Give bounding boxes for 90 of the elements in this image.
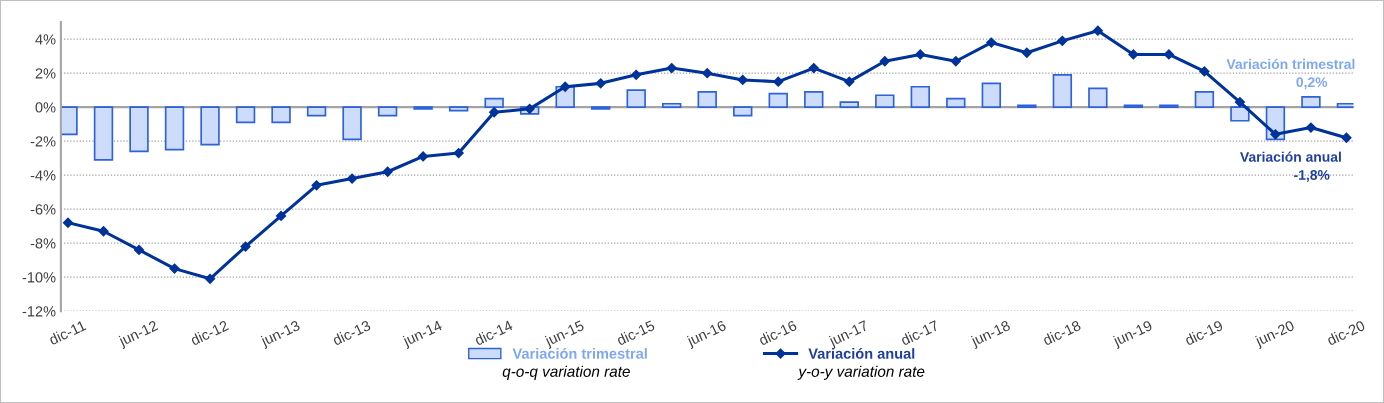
point	[950, 56, 961, 67]
bar	[910, 85, 931, 108]
bar	[839, 101, 859, 108]
bar	[484, 97, 504, 108]
x-tick-label: dic-20	[1326, 319, 1366, 346]
bar	[129, 106, 149, 153]
text: q-o-q variation rate	[502, 365, 630, 380]
bar	[981, 82, 1002, 108]
point	[275, 210, 287, 222]
bar	[1336, 102, 1354, 108]
point	[62, 217, 74, 228]
point	[808, 62, 819, 74]
point	[169, 263, 180, 274]
annotation: 0,2%	[1296, 77, 1328, 90]
point	[382, 166, 393, 177]
y-tick-label: 2%	[35, 68, 56, 79]
bar	[768, 92, 788, 108]
y-tick-label: -4%	[30, 170, 56, 181]
x-tick-label: dic-12	[189, 319, 230, 346]
point	[98, 226, 109, 237]
point	[1234, 96, 1246, 108]
point	[631, 69, 642, 80]
point	[915, 49, 926, 60]
bar	[1301, 96, 1321, 108]
annotation: -1,8%	[1294, 170, 1330, 182]
point	[418, 151, 429, 162]
y-tick-label: -2%	[30, 136, 56, 147]
y-tick-label: 0%	[35, 102, 56, 113]
bar	[1052, 74, 1073, 108]
point	[1021, 47, 1032, 58]
bar	[271, 106, 291, 124]
bar	[661, 102, 682, 108]
y-tick-label: -10%	[22, 272, 56, 283]
point	[560, 81, 571, 92]
point	[666, 62, 677, 74]
x-tick-label: dic-13	[331, 319, 372, 346]
x-tick-label: dic-11	[48, 319, 87, 346]
point	[595, 78, 606, 89]
bar	[946, 97, 966, 108]
annotation: Variación trimestral	[1226, 58, 1355, 70]
bar	[164, 106, 185, 151]
bar	[306, 106, 327, 117]
bar	[697, 91, 717, 108]
point	[1057, 35, 1068, 46]
point	[133, 244, 145, 256]
point	[524, 103, 535, 114]
bar	[93, 106, 114, 161]
point	[1128, 49, 1139, 60]
annotation: Variación anual	[1240, 151, 1341, 162]
point	[453, 147, 464, 159]
x-tick-label: dic-18	[1042, 319, 1082, 346]
bar	[1194, 91, 1215, 108]
bar	[1088, 87, 1108, 108]
point	[879, 56, 890, 67]
bar	[1230, 106, 1250, 122]
bar	[804, 91, 824, 108]
x-tick-label: dic-16	[757, 319, 798, 346]
bar	[200, 106, 220, 146]
bar	[626, 89, 646, 108]
legend-label: Variación anual	[808, 347, 915, 359]
point	[311, 180, 322, 191]
point	[986, 37, 997, 48]
x-tick-label: dic-19	[1184, 319, 1224, 346]
point	[489, 107, 500, 118]
bar	[377, 106, 398, 117]
point	[204, 273, 216, 284]
y-tick-label: -8%	[30, 238, 56, 249]
bar	[235, 106, 256, 124]
bar	[342, 106, 362, 141]
legend-label: Variación trimestral	[512, 347, 647, 359]
point	[1341, 132, 1352, 143]
bar	[60, 106, 78, 136]
bar	[448, 106, 469, 112]
point	[1270, 129, 1281, 140]
point	[844, 76, 855, 87]
point	[1199, 66, 1210, 77]
x-tick-label: dic-14	[473, 319, 514, 346]
y-tick-label: -6%	[30, 204, 56, 215]
point	[346, 173, 358, 184]
point	[702, 68, 713, 79]
bar	[875, 94, 895, 108]
text: y-o-y variation rate	[797, 365, 925, 380]
point	[1092, 25, 1103, 36]
point	[240, 241, 251, 252]
y-tick-label: 4%	[35, 34, 56, 45]
point	[1305, 122, 1317, 133]
bar	[733, 106, 753, 117]
point	[737, 74, 748, 86]
point	[773, 76, 784, 87]
y-tick-label: -12%	[22, 306, 56, 317]
